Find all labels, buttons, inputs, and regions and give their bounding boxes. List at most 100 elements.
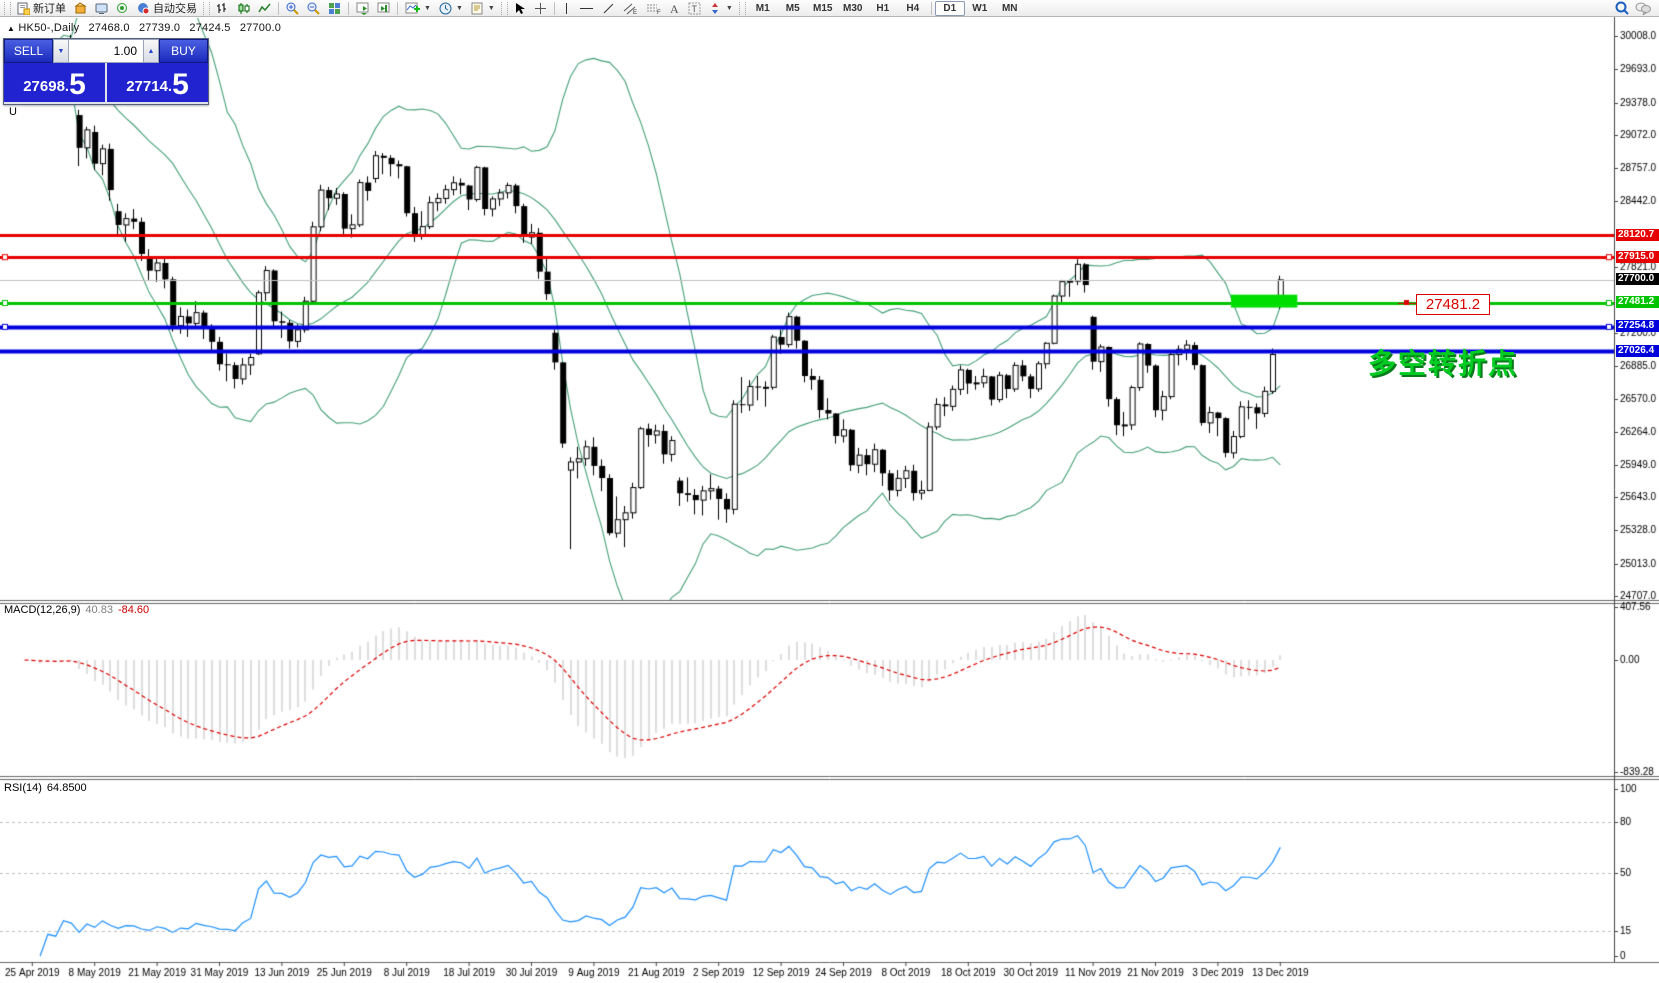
bar-chart-icon — [216, 2, 229, 15]
price-axis-label: 27915.0 — [1616, 250, 1659, 263]
timeframe-mn[interactable]: MN — [1001, 2, 1018, 14]
chart-shift-button[interactable] — [373, 0, 394, 17]
tile-windows-button[interactable] — [324, 0, 345, 17]
dropdown-caret-icon: ▼ — [487, 4, 495, 12]
volume-decrease-button[interactable]: ▼ — [53, 39, 69, 63]
text-icon: A — [669, 2, 680, 16]
periods-button[interactable]: ▼ — [435, 0, 467, 17]
sell-price-pip: 5 — [69, 68, 86, 101]
zoom-out-button[interactable] — [303, 0, 324, 17]
channel-button[interactable]: E — [619, 0, 642, 17]
auto-trading-button[interactable]: 自动交易 — [133, 0, 201, 17]
auto-scroll-button[interactable] — [352, 0, 373, 17]
monitor-icon — [95, 2, 108, 15]
vertical-line-icon — [562, 2, 571, 15]
timeframe-m15[interactable]: M15 — [813, 2, 833, 14]
chart-shift-icon — [377, 2, 390, 15]
rsi-title: RSI(14) — [4, 782, 42, 794]
bar-chart-button[interactable] — [212, 0, 233, 17]
price-axis-label: 28120.7 — [1616, 228, 1659, 241]
rsi-label: RSI(14) 64.8500 — [4, 782, 87, 794]
buy-price-pip: 5 — [172, 68, 189, 101]
svg-text:A: A — [670, 2, 679, 15]
toolbar-grip[interactable] — [203, 1, 210, 15]
text-label-icon: T — [688, 2, 701, 15]
stray-label: U — [9, 106, 17, 118]
line-chart-button[interactable] — [254, 0, 275, 17]
toolbar-grip[interactable] — [500, 1, 508, 15]
timeframe-m30[interactable]: M30 — [843, 2, 863, 14]
line-chart-icon — [258, 2, 271, 15]
volume-increase-button[interactable]: ▲ — [143, 39, 159, 63]
buy-price-main: 27714 — [126, 78, 168, 95]
price-axis-label: 27026.4 — [1616, 344, 1659, 357]
auto-scroll-icon — [356, 2, 369, 15]
trendline-button[interactable] — [598, 0, 619, 17]
svg-text:T: T — [691, 4, 697, 14]
one-click-trading-panel: SELL ▼ 1.00 ▲ BUY 27698. 5 27714. 5 — [3, 38, 209, 105]
text-label-button[interactable]: T — [684, 0, 705, 17]
candle-chart-icon — [237, 2, 250, 15]
zoom-in-icon — [286, 2, 299, 15]
toolbar-grip[interactable] — [738, 1, 746, 15]
timeframe-h4[interactable]: H4 — [906, 2, 920, 14]
signals-button[interactable] — [112, 0, 133, 17]
macd-label: MACD(12,26,9) 40.83 -84.60 — [4, 604, 149, 616]
quote-low: 27424.5 — [189, 22, 231, 34]
cursor-icon — [514, 2, 526, 15]
candle-chart-button[interactable] — [233, 0, 254, 17]
arrows-button[interactable]: ▼ — [705, 0, 737, 17]
new-order-label: 新订单 — [33, 3, 66, 15]
quote-header: ▲ HK50-,Daily 27468.0 27739.0 27424.5 27… — [7, 22, 287, 34]
collapse-triangle-icon[interactable]: ▲ — [7, 24, 16, 33]
clock-icon — [439, 2, 452, 15]
market-watch-button[interactable] — [70, 0, 91, 17]
symbol-timeframe: HK50-,Daily — [18, 22, 80, 34]
macd-title: MACD(12,26,9) — [4, 604, 81, 616]
volume-input[interactable]: 1.00 — [69, 39, 143, 63]
turning-point-annotation[interactable]: 多空转折点 — [1368, 348, 1519, 379]
macd-signal-value: -84.60 — [117, 604, 150, 616]
equidistant-channel-icon: E — [623, 2, 638, 16]
buy-price[interactable]: 27714. 5 — [107, 63, 208, 102]
price-axis-label: 27481.2 — [1616, 296, 1659, 309]
chat-icon[interactable] — [1635, 1, 1651, 17]
toolbar-grip[interactable] — [4, 1, 11, 15]
crosshair-button[interactable] — [530, 0, 551, 17]
horizontal-line-button[interactable] — [575, 0, 598, 17]
cursor-button[interactable] — [510, 0, 530, 17]
dropdown-caret-icon: ▼ — [424, 4, 431, 12]
crosshair-icon — [534, 2, 547, 15]
quote-open: 27468.0 — [88, 22, 130, 34]
price-callout-label[interactable]: 27481.2 — [1416, 294, 1490, 315]
sell-price[interactable]: 27698. 5 — [4, 63, 105, 102]
sell-price-main: 27698 — [23, 78, 65, 95]
zoom-in-button[interactable] — [282, 0, 303, 17]
terminal-button[interactable] — [91, 0, 112, 17]
fibonacci-icon: F — [646, 2, 661, 16]
timeframe-h1[interactable]: H1 — [876, 2, 890, 14]
timeframe-m1[interactable]: M1 — [755, 2, 770, 14]
auto-trading-icon — [137, 2, 150, 15]
quote-close: 27700.0 — [239, 22, 282, 34]
price-axis-label: 27700.0 — [1616, 273, 1659, 286]
text-button[interactable]: A — [665, 0, 684, 17]
signal-icon — [116, 2, 129, 15]
timeframe-w1[interactable]: W1 — [972, 2, 988, 14]
new-order-button[interactable]: 新订单 — [13, 0, 70, 17]
trendline-icon — [602, 2, 615, 15]
vertical-line-button[interactable] — [558, 0, 575, 17]
sell-button[interactable]: SELL — [4, 39, 53, 63]
quote-high: 27739.0 — [138, 22, 181, 34]
fibonacci-button[interactable]: F — [642, 0, 665, 17]
indicators-button[interactable]: ▼ — [401, 0, 435, 17]
dropdown-caret-icon: ▼ — [725, 4, 733, 12]
template-icon — [471, 2, 484, 15]
buy-button[interactable]: BUY — [159, 39, 208, 63]
timeframe-m5[interactable]: M5 — [785, 2, 800, 14]
dropdown-caret-icon: ▼ — [455, 4, 463, 12]
search-icon[interactable] — [1615, 1, 1629, 15]
timeframe-d1[interactable]: D1 — [934, 0, 965, 16]
templates-button[interactable]: ▼ — [467, 0, 499, 17]
